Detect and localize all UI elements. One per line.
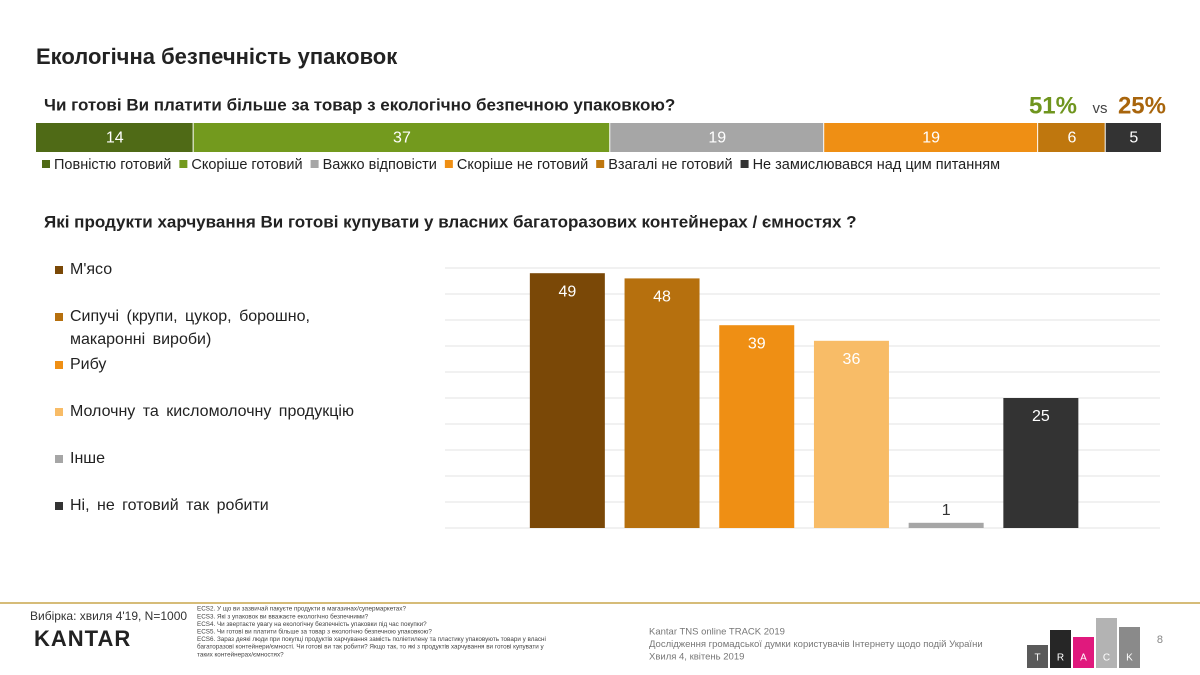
study-info: Хвиля 4, квітень 2019 [649, 652, 744, 663]
legend-swatch [55, 408, 63, 416]
bar-segment [610, 123, 824, 152]
legend-label: Повністю готовий [54, 157, 171, 173]
data-label: 48 [653, 289, 671, 306]
logo-letter: R [1057, 653, 1064, 664]
legend-swatch [55, 313, 63, 321]
data-label: 5 [1129, 130, 1138, 147]
legend-label: Не замислювався над цим питанням [753, 157, 1001, 173]
footnote: ECS6. Зараз деякі люди при покупці проду… [197, 635, 546, 643]
bar [529, 273, 605, 528]
page-number: 8 [1157, 634, 1163, 646]
legend-label: Скоріше готовий [191, 157, 302, 173]
legend-swatch [55, 361, 63, 369]
data-label: 36 [843, 351, 861, 368]
legend-label: Важко відповісти [323, 157, 437, 173]
slide-title: Екологічна безпечність упаковок [36, 44, 398, 69]
logo-box [1096, 618, 1117, 668]
bar [813, 340, 889, 528]
legend-label: Скоріше не готовий [457, 157, 588, 173]
data-label: 1 [942, 502, 951, 519]
data-label: 25 [1032, 408, 1050, 425]
bar-segment [824, 123, 1038, 152]
annotation-positive: 51% [1029, 92, 1077, 119]
study-info: Kantar TNS online TRACK 2019 [649, 627, 785, 638]
footnote: ECS2. У що ви зазвичай пакуєте продукти … [197, 605, 406, 613]
legend-swatch [596, 160, 605, 168]
question-2: Які продукти харчування Ви готові купува… [44, 212, 857, 231]
data-label: 19 [708, 130, 726, 147]
data-label: 14 [106, 130, 124, 147]
sample-note: Вибірка: хвиля 4'19, N=1000 [30, 609, 187, 623]
bar [624, 278, 700, 528]
question-1: Чи готові Ви платити більше за товар з е… [44, 95, 675, 114]
bar-segment [1105, 123, 1161, 152]
legend-label: Взагалі не готовий [608, 157, 732, 173]
data-label: 39 [748, 335, 766, 352]
logo-box [1027, 645, 1048, 668]
data-label: 37 [393, 130, 411, 147]
data-label: 19 [922, 130, 940, 147]
legend-label: Молочну та кисломолочну продукцію [70, 403, 354, 420]
legend-label: Рибу [70, 356, 107, 373]
bar-segment [193, 123, 610, 152]
logo-letter: C [1103, 653, 1110, 664]
bar-segment [36, 123, 193, 152]
legend-label: Інше [70, 450, 106, 467]
study-info: Дослідження громадської думки користувач… [649, 639, 983, 650]
data-label: 49 [558, 283, 576, 300]
bar [1003, 398, 1079, 528]
legend-swatch [740, 160, 749, 168]
legend-label: Ні, не готовий так робити [70, 497, 269, 514]
footnote: ECS3. Які з упаковок ви вважаєте екологі… [197, 612, 369, 620]
legend-swatch [179, 160, 188, 168]
annotation-vs: vs [1093, 100, 1108, 117]
data-label: 6 [1067, 130, 1076, 147]
logo-box [1119, 627, 1140, 668]
footnote: ECS5. Чи готові ви платити більше за тов… [197, 627, 432, 635]
footnote: ECS4. Чи звертаєте увагу на екологічну б… [197, 620, 427, 628]
annotation-negative: 25% [1118, 92, 1166, 119]
legend-swatch [55, 502, 63, 510]
logo-letter: A [1080, 653, 1087, 664]
bar [908, 522, 984, 528]
logo-box [1050, 630, 1071, 668]
brand-logo: KANTAR [34, 626, 131, 651]
legend-swatch [55, 266, 63, 274]
logo-letter: T [1034, 653, 1040, 664]
legend-swatch [55, 455, 63, 463]
bar-segment [1038, 123, 1105, 152]
footnote: таких контейнерах/ємностях? [197, 650, 284, 658]
legend-label: Сипучі (крупи, цукор, борошно, макаронні… [70, 308, 310, 348]
legend-swatch [42, 160, 50, 168]
logo-box [1073, 637, 1094, 668]
logo-letter: K [1126, 653, 1133, 664]
legend-label: М'ясо [70, 261, 113, 278]
footnote: багаторазові контейнери/ємності. Чи гото… [197, 643, 544, 651]
legend-swatch [310, 160, 319, 168]
legend-swatch [444, 160, 453, 168]
bar [719, 325, 795, 528]
